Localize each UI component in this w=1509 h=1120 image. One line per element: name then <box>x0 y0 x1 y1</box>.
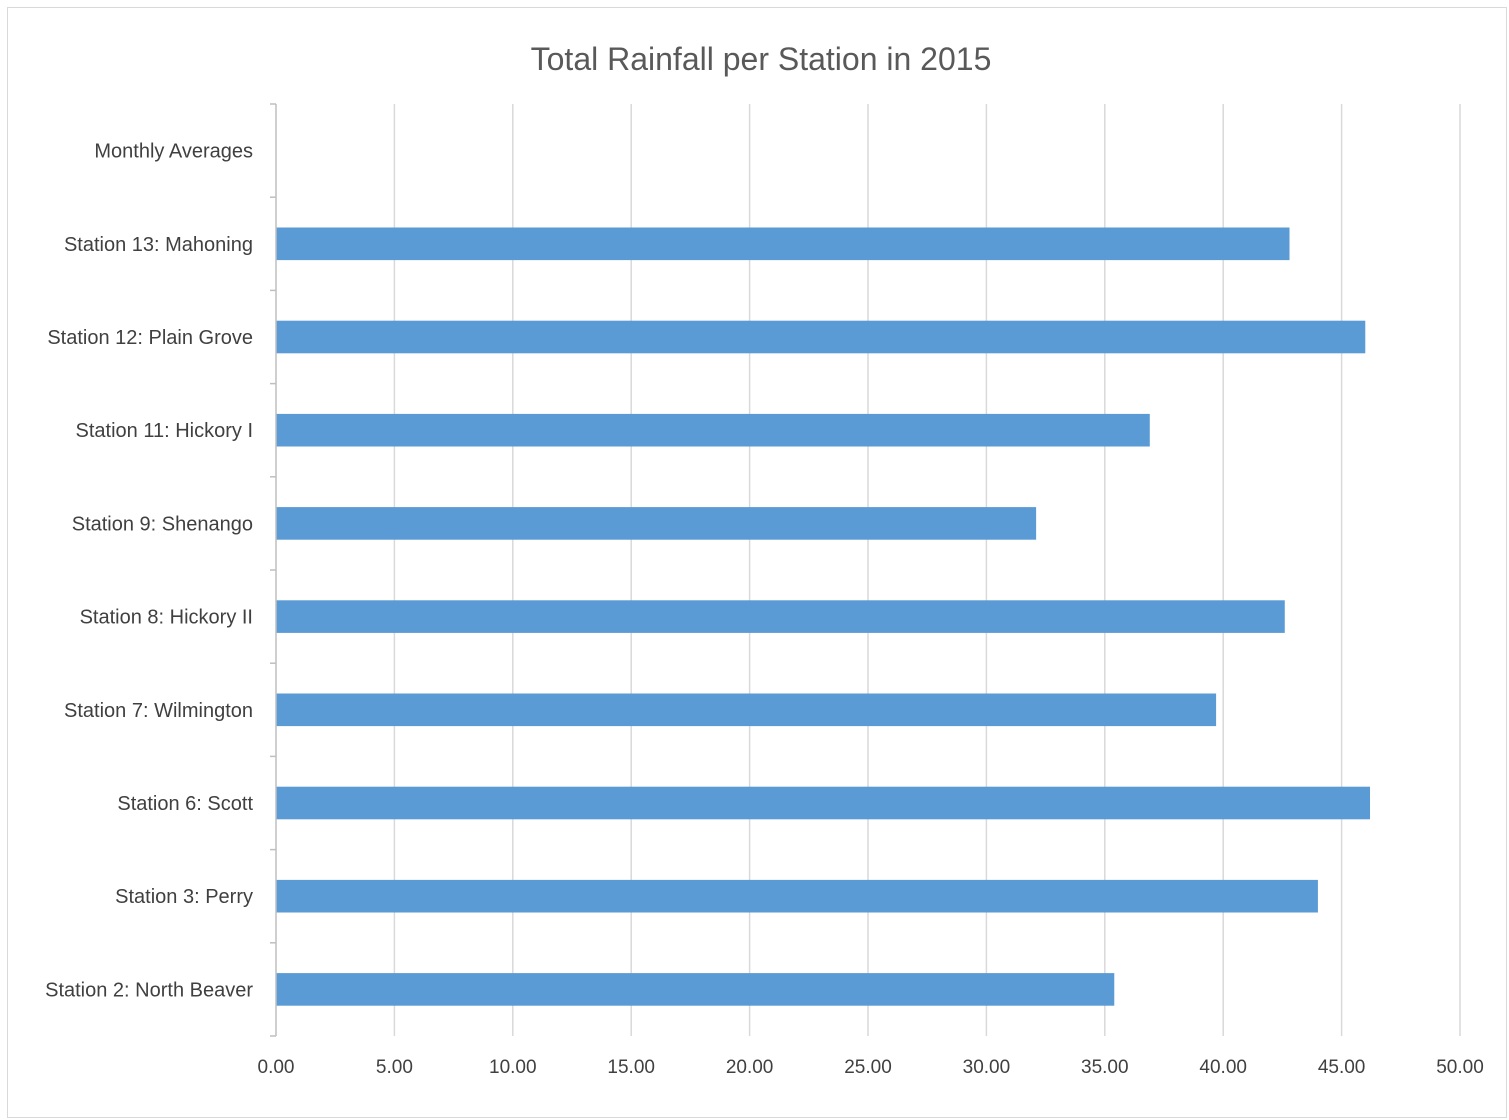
x-tick-label: 5.00 <box>376 1057 413 1078</box>
bar <box>276 320 1366 354</box>
category-label: Monthly Averages <box>94 141 253 163</box>
axes <box>270 103 277 1037</box>
x-tick-label: 30.00 <box>963 1057 1011 1078</box>
category-label: Station 7: Wilmington <box>64 700 253 722</box>
category-label: Station 11: Hickory I <box>76 420 253 442</box>
x-tick-label: 10.00 <box>489 1057 537 1078</box>
category-label: Station 8: Hickory II <box>80 607 253 629</box>
bar-chart: Total Rainfall per Station in 2015 Stati… <box>45 41 1484 1078</box>
category-label: Station 6: Scott <box>117 793 253 815</box>
bar <box>276 600 1285 633</box>
category-labels: Station 2: North Beaver Station 3: Perry S… <box>45 141 253 1002</box>
bar <box>276 227 1290 261</box>
x-tick-label: 25.00 <box>844 1057 892 1078</box>
chart-title: Total Rainfall per Station in 2015 <box>531 41 992 77</box>
bar <box>276 507 1037 540</box>
x-tick-label: 15.00 <box>607 1057 655 1078</box>
x-tick-label: 40.00 <box>1199 1057 1247 1078</box>
bar <box>276 786 1371 820</box>
category-label: Station 12: Plain Grove <box>47 327 253 349</box>
category-label: Station 3: Perry <box>115 886 253 908</box>
bar <box>276 879 1318 913</box>
category-label: Station 2: North Beaver <box>45 979 253 1001</box>
bar <box>276 413 1150 447</box>
bar <box>276 693 1217 727</box>
x-tick-label: 50.00 <box>1436 1057 1484 1078</box>
bar <box>276 973 1115 1006</box>
x-tick-labels: 0.00 5.00 10.00 15.00 20.00 25.00 30.00 35.00 40… <box>258 1057 1484 1078</box>
bars <box>276 227 1371 1006</box>
chart-frame: Total Rainfall per Station in 2015 Stati… <box>7 7 1507 1118</box>
x-tick-label: 35.00 <box>1081 1057 1129 1078</box>
x-tick-label: 0.00 <box>258 1057 295 1078</box>
x-tick-label: 45.00 <box>1318 1057 1366 1078</box>
category-label: Station 13: Mahoning <box>64 234 253 256</box>
x-tick-label: 20.00 <box>726 1057 774 1078</box>
category-label: Station 9: Shenango <box>72 513 253 535</box>
